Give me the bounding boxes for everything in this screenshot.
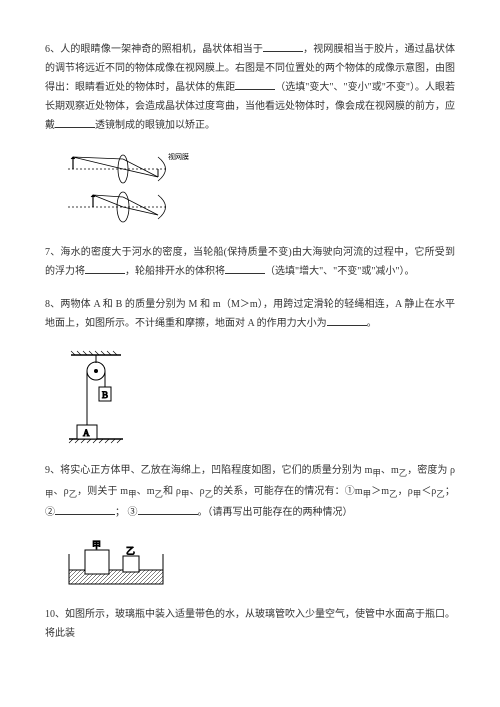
svg-text:A: A xyxy=(83,428,90,438)
q10-body: 如图所示，玻璃瓶中装入适量带色的水，从玻璃管吹入少量空气，使管中水面高于瓶口。将… xyxy=(45,609,455,639)
svg-text:乙: 乙 xyxy=(126,546,135,556)
q6-part4: 透镜制成的眼镜加以矫正。 xyxy=(95,120,215,131)
q7-part3: （选填"增大"、"不变"或"减小"）。 xyxy=(265,266,415,277)
q7-number: 7、 xyxy=(45,247,60,258)
svg-text:甲: 甲 xyxy=(92,540,101,550)
q7-part2: ，轮船排开水的体积将 xyxy=(125,266,225,277)
q9-number: 9、 xyxy=(45,465,60,476)
q6-blank1 xyxy=(263,40,303,52)
q6-blank3 xyxy=(55,116,95,128)
q9-blank2 xyxy=(55,503,115,515)
q8-blank1 xyxy=(327,314,367,326)
question-7: 7、海水的密度大于河水的密度，当轮船(保持质量不变)由大海驶向河流的过程中，它所… xyxy=(45,243,455,281)
q7-blank1 xyxy=(85,262,125,274)
q9-blank3 xyxy=(138,503,198,515)
q7-text: 7、海水的密度大于河水的密度，当轮船(保持质量不变)由大海驶向河流的过程中，它所… xyxy=(45,243,455,281)
question-6: 6、人的眼睛像一架神奇的照相机，晶状体相当于，视网膜相当于胶片，通过晶状体的调节… xyxy=(45,40,455,135)
question-10: 10、如图所示，玻璃瓶中装入适量带色的水，从玻璃管吹入少量空气，使管中水面高于瓶… xyxy=(45,605,455,643)
q6-figure: 视网膜 xyxy=(63,149,455,229)
q8-figure: B A xyxy=(63,347,455,447)
q10-number: 10、 xyxy=(45,609,65,620)
q8-text: 8、两物体 A 和 B 的质量分别为 M 和 m（M＞m），用跨过定滑轮的轻绳相… xyxy=(45,295,455,333)
svg-text:B: B xyxy=(102,390,108,400)
q7-blank2 xyxy=(225,262,265,274)
q8-number: 8、 xyxy=(45,299,60,310)
question-8: 8、两物体 A 和 B 的质量分别为 M 和 m（M＞m），用跨过定滑轮的轻绳相… xyxy=(45,295,455,333)
q6-blank2 xyxy=(235,78,275,90)
q9-text: 9、将实心正方体甲、乙放在海绵上，凹陷程度如图，它们的质量分别为 m甲、m乙，密… xyxy=(45,461,455,522)
q9-figure: 甲 乙 xyxy=(63,536,455,591)
eye-label: 视网膜 xyxy=(168,152,189,161)
q8-part1: 两物体 A 和 B 的质量分别为 M 和 m（M＞m），用跨过定滑轮的轻绳相连，… xyxy=(45,299,455,329)
q6-part1: 人的眼睛像一架神奇的照相机，晶状体相当于 xyxy=(60,44,263,55)
q8-part2: 。 xyxy=(367,318,377,329)
q6-number: 6、 xyxy=(45,44,60,55)
q6-text: 6、人的眼睛像一架神奇的照相机，晶状体相当于，视网膜相当于胶片，通过晶状体的调节… xyxy=(45,40,455,135)
q10-text: 10、如图所示，玻璃瓶中装入适量带色的水，从玻璃管吹入少量空气，使管中水面高于瓶… xyxy=(45,605,455,643)
question-9: 9、将实心正方体甲、乙放在海绵上，凹陷程度如图，它们的质量分别为 m甲、m乙，密… xyxy=(45,461,455,522)
